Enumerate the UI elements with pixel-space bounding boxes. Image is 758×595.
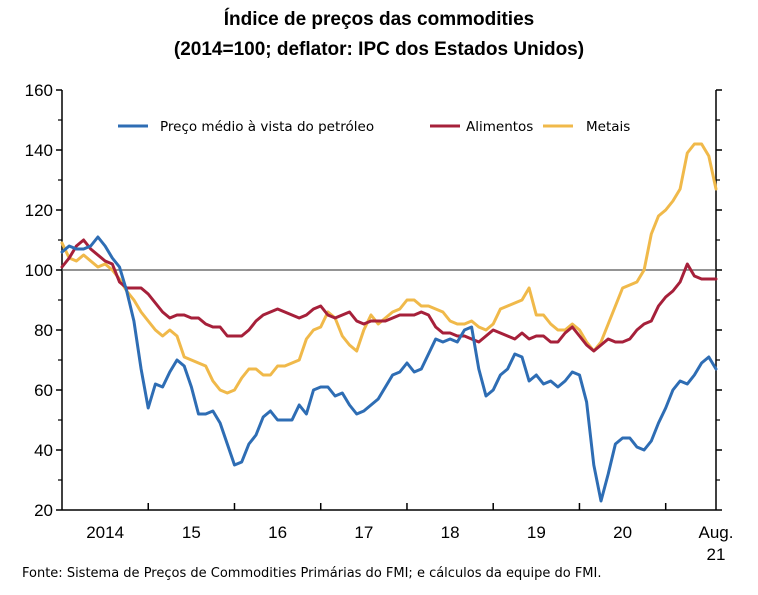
chart-title: Índice de preços das commodities	[223, 9, 535, 30]
series-line-food	[60, 238, 718, 353]
x-tick-label: 17	[354, 523, 373, 542]
legend-label-food: Alimentos	[466, 119, 533, 135]
legend-label-oil: Preço médio à vista do petróleo	[160, 119, 374, 135]
x-tick-label: 2014	[86, 523, 124, 542]
x-tick-label: 19	[527, 523, 546, 542]
y-tick-label: 160	[25, 81, 53, 100]
chart-subtitle: (2014=100; deflator: IPC dos Estados Uni…	[173, 39, 585, 60]
x-tick-label: 16	[268, 523, 287, 542]
x-tick-label: 15	[182, 523, 201, 542]
x-tick-label: 20	[613, 523, 632, 542]
series-line-metals	[60, 142, 718, 395]
x-tick-label: Aug. 21	[699, 523, 734, 564]
y-tick-label: 20	[34, 501, 53, 520]
y-tick-label: 100	[25, 261, 53, 280]
y-tick-label: 120	[25, 201, 53, 220]
y-tick-label: 60	[34, 381, 53, 400]
y-tick-label: 80	[34, 321, 53, 340]
legend-label-metals: Metais	[586, 119, 630, 135]
source-note: Fonte: Sistema de Preços de Commodities …	[22, 566, 602, 581]
y-tick-label: 40	[34, 441, 53, 460]
x-tick-label: 18	[441, 523, 460, 542]
series-line-oil	[60, 235, 718, 503]
y-tick-label: 140	[25, 141, 53, 160]
